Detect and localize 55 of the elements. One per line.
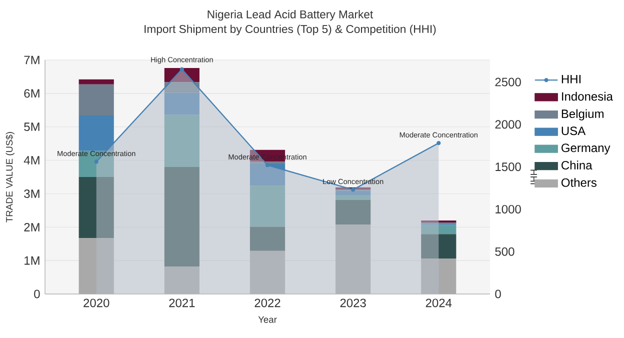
legend-label: USA xyxy=(562,126,586,136)
chart-subtitle: Import Shipment by Countries (Top 5) & Competition (HHI) xyxy=(144,24,436,36)
bar xyxy=(78,176,114,238)
y2-tick-label: 0 xyxy=(495,290,501,298)
bar xyxy=(164,82,200,93)
x-tick-label: 2022 xyxy=(254,298,280,308)
y2-tick-label: 1000 xyxy=(496,204,521,214)
bar xyxy=(164,266,200,294)
y-tick-label: 7M xyxy=(24,56,40,64)
bar xyxy=(250,250,286,294)
legend-label: Germany xyxy=(562,144,610,155)
bar xyxy=(250,186,286,227)
y-tick-label: 6M xyxy=(24,89,40,98)
bar xyxy=(336,196,371,200)
x-tick-label: 2024 xyxy=(426,298,452,308)
x-tick-label: 2021 xyxy=(169,298,195,308)
legend-label: Indonesia xyxy=(562,92,613,101)
bar xyxy=(336,224,371,294)
point xyxy=(351,188,356,192)
y-tick-label: 2M xyxy=(24,222,40,232)
x-axis-title: Year xyxy=(258,316,277,323)
legend-label: Belgium xyxy=(562,109,604,120)
bar xyxy=(164,68,200,82)
y-tick-label: 0 xyxy=(34,290,40,298)
legend-label: HHI xyxy=(562,74,580,84)
bar xyxy=(336,200,371,224)
y2-tick-label: 1500 xyxy=(496,162,521,172)
y2-tick-label: 2000 xyxy=(495,120,521,129)
x-tick-label: 2020 xyxy=(84,298,110,308)
x-tick-label: 2023 xyxy=(340,298,366,308)
y2-tick-label: 2500 xyxy=(495,78,521,86)
bar xyxy=(78,238,114,294)
bar xyxy=(78,79,114,84)
bar xyxy=(164,166,200,267)
y-axis-title: TRADE VALUE (US$) xyxy=(6,132,14,222)
y2-tick-label: 500 xyxy=(495,247,514,256)
point xyxy=(94,160,98,164)
point xyxy=(180,67,184,72)
bar xyxy=(421,234,456,259)
bar xyxy=(250,164,286,186)
y-tick-label: 5M xyxy=(24,122,40,132)
bar xyxy=(421,258,456,294)
point xyxy=(265,163,270,168)
chart-title: Nigeria Lead Acid Battery Market xyxy=(208,10,374,21)
y-tick-label: 4M xyxy=(24,156,40,164)
bar xyxy=(78,84,114,116)
bar xyxy=(421,224,456,234)
legend-label: China xyxy=(562,160,592,170)
y-tick-label: 3M xyxy=(24,189,40,198)
bar xyxy=(250,226,286,251)
y-tick-label: 1M xyxy=(24,256,40,265)
legend-label: Others xyxy=(562,178,597,187)
point xyxy=(436,141,441,146)
bar xyxy=(164,92,200,115)
bar xyxy=(164,114,200,167)
